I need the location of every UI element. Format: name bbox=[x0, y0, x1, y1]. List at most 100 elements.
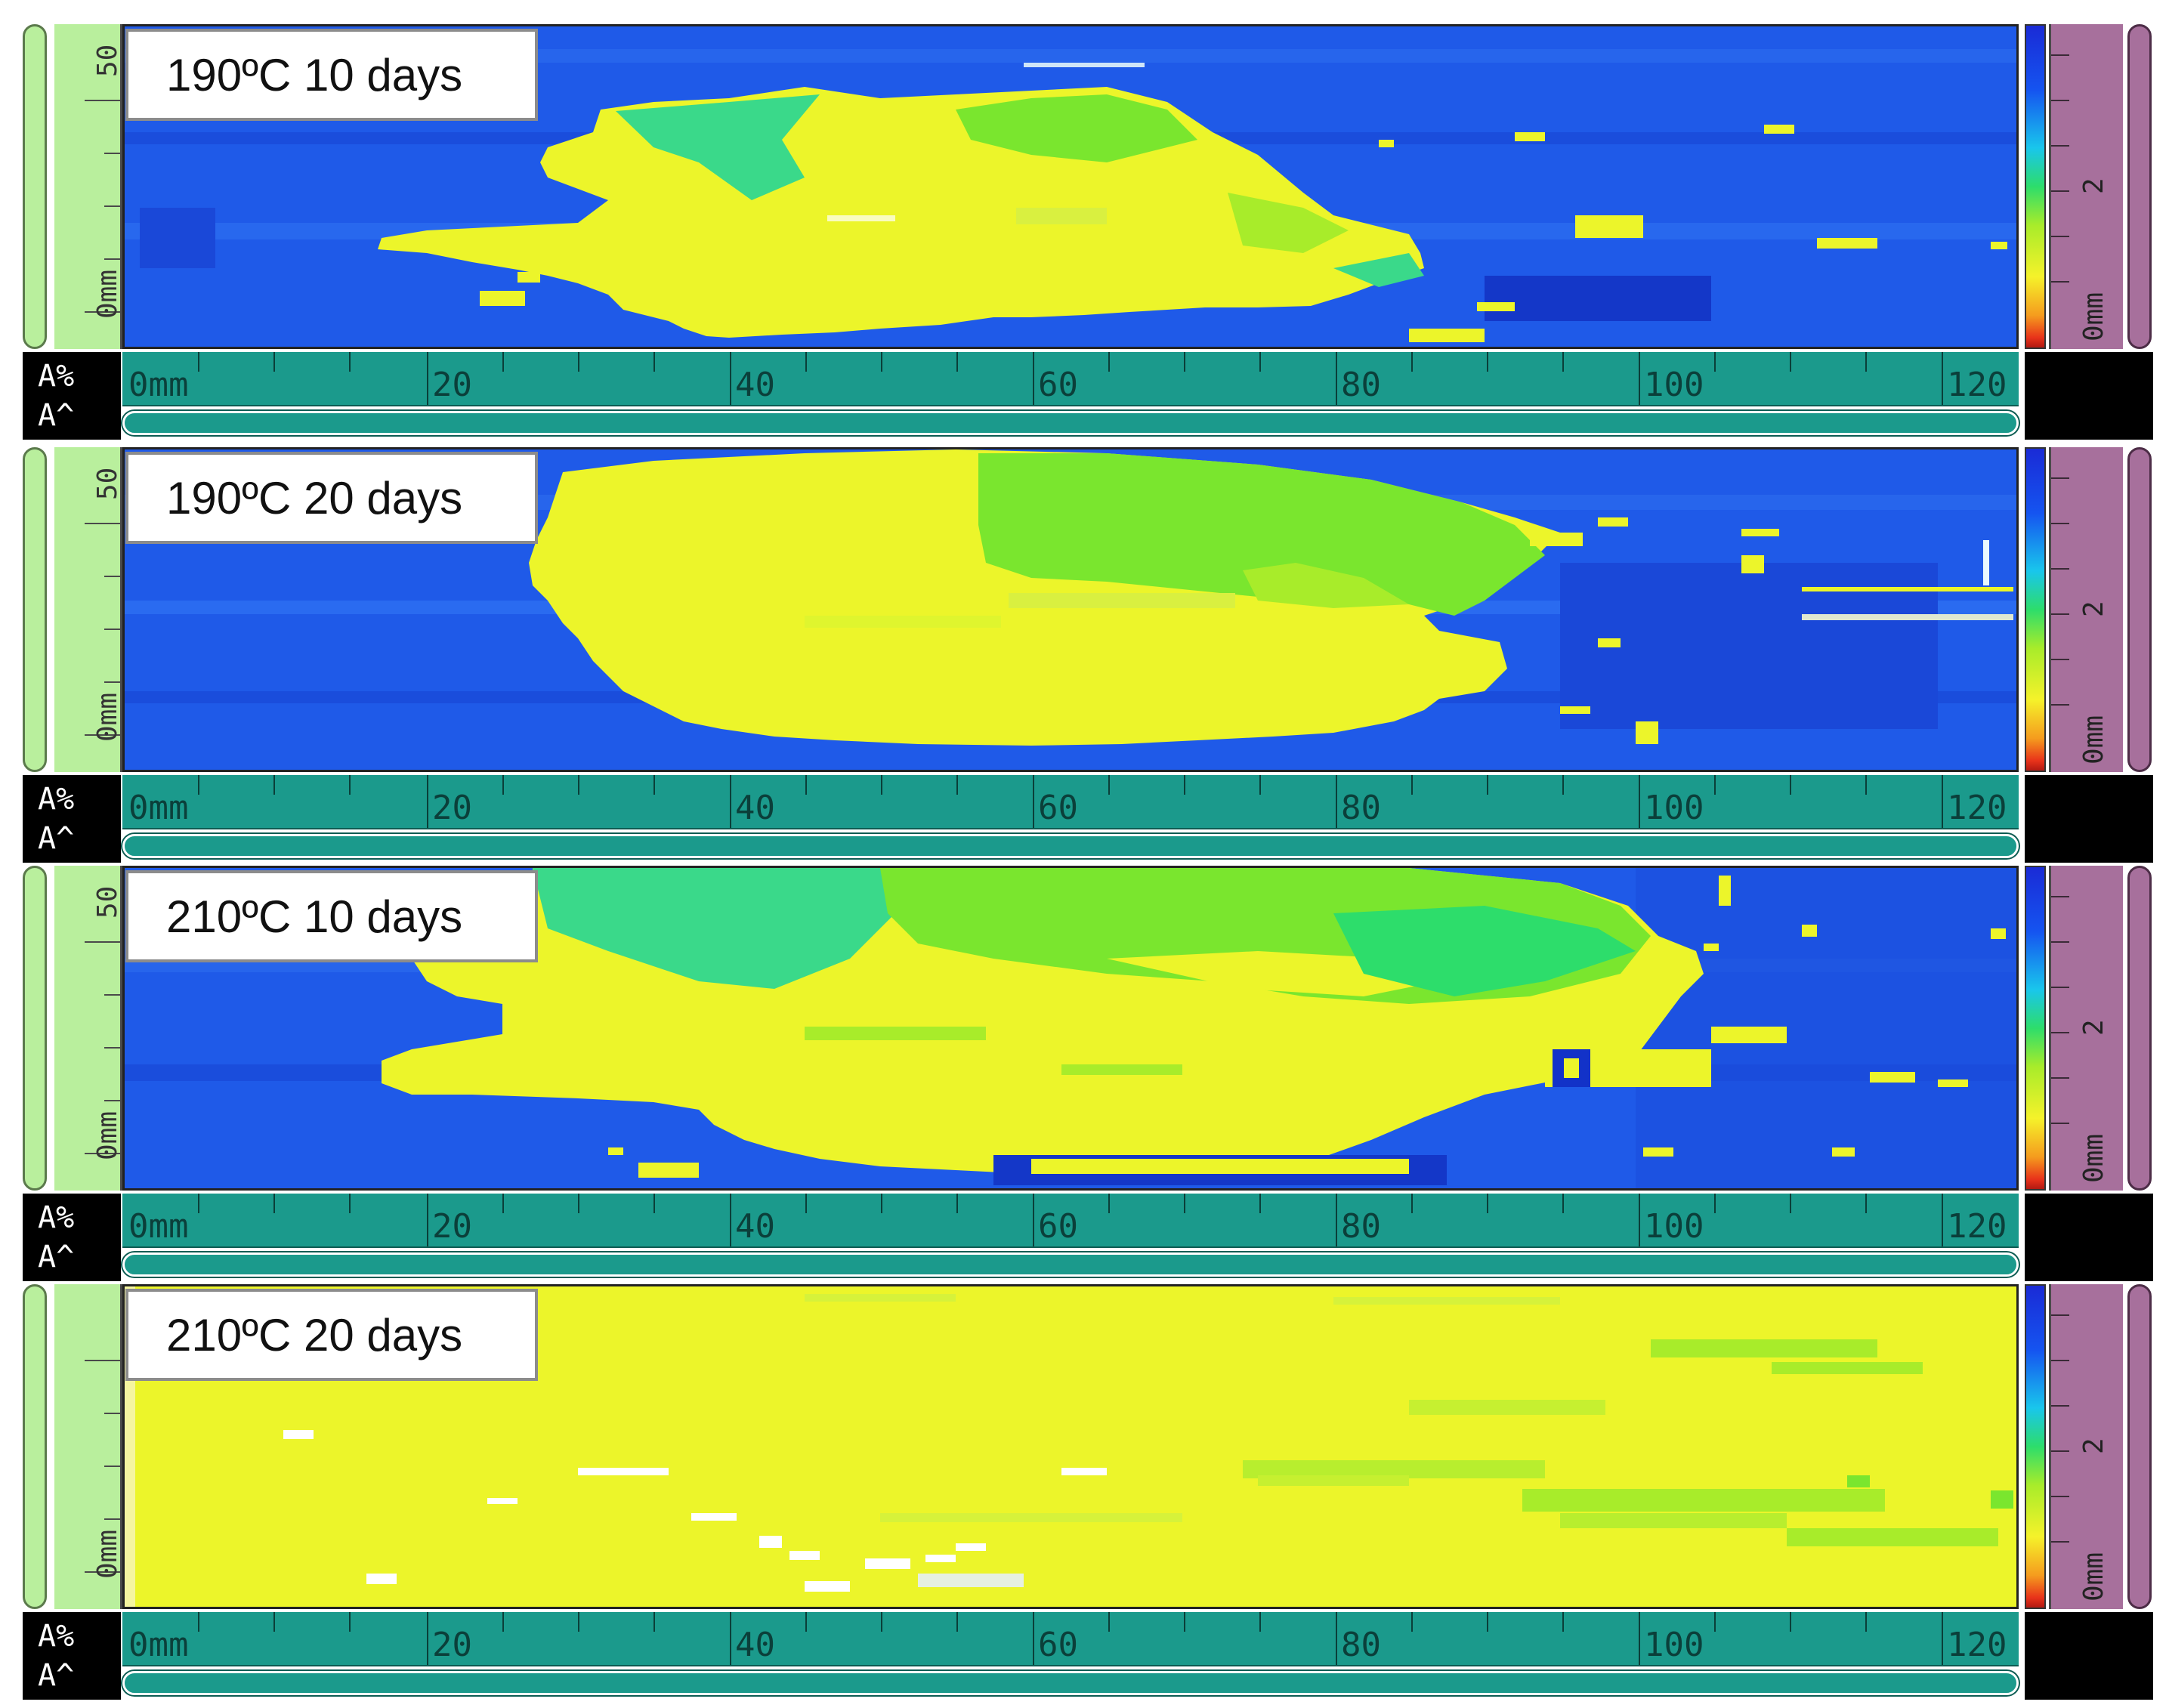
corner-block bbox=[2025, 352, 2153, 440]
vertical-scrollbar[interactable] bbox=[23, 1284, 47, 1609]
palette-tick bbox=[2051, 236, 2069, 237]
palette-label-bottom: 0mm bbox=[2078, 1133, 2109, 1183]
horizontal-scrollbar[interactable] bbox=[122, 1671, 2019, 1695]
x-tick bbox=[1259, 1194, 1261, 1213]
x-tick bbox=[198, 775, 199, 795]
x-label: 120 bbox=[1947, 1207, 2007, 1246]
x-label: 100 bbox=[1644, 789, 1704, 827]
x-tick bbox=[1865, 775, 1867, 795]
palette-tick bbox=[2051, 281, 2069, 283]
x-tick bbox=[653, 1194, 655, 1213]
y-tick bbox=[104, 1413, 122, 1414]
x-tick bbox=[502, 775, 504, 795]
palette-tick bbox=[2051, 1450, 2069, 1452]
y-axis-scale: 0mm bbox=[54, 1284, 123, 1609]
y-tick bbox=[104, 1100, 122, 1101]
x-tick bbox=[1487, 352, 1488, 372]
palette-label-mid: 2 bbox=[2078, 1438, 2109, 1454]
palette-tick bbox=[2051, 941, 2069, 943]
x-tick bbox=[1411, 1194, 1413, 1213]
x-label: 40 bbox=[735, 1626, 775, 1664]
panel-label: 190ºC 20 days bbox=[125, 452, 538, 544]
palette-scrollbar[interactable] bbox=[2127, 1284, 2152, 1609]
amplitude-mode[interactable]: A% A^ bbox=[23, 1612, 121, 1700]
y-axis-label-top: 50 bbox=[92, 885, 123, 919]
x-tick bbox=[881, 352, 882, 372]
amplitude-label-percent: A% bbox=[38, 782, 75, 817]
x-tick bbox=[349, 352, 351, 372]
y-axis-label-bottom: 0mm bbox=[92, 1529, 123, 1579]
x-tick bbox=[273, 1612, 275, 1632]
x-tick bbox=[730, 1194, 731, 1246]
palette-scale: 2 0mm bbox=[2049, 1284, 2123, 1609]
x-tick bbox=[881, 1612, 882, 1632]
horizontal-scrollbar[interactable] bbox=[122, 411, 2019, 435]
x-tick bbox=[1562, 1612, 1564, 1632]
x-label: 100 bbox=[1644, 1207, 1704, 1246]
x-label: 80 bbox=[1341, 1207, 1381, 1246]
x-tick bbox=[730, 1612, 731, 1665]
x-label: 80 bbox=[1341, 1626, 1381, 1664]
x-tick bbox=[1942, 775, 1943, 828]
x-tick bbox=[1639, 352, 1640, 405]
x-tick bbox=[1108, 352, 1110, 372]
x-label: 120 bbox=[1947, 1626, 2007, 1664]
vertical-scrollbar[interactable] bbox=[23, 24, 47, 349]
horizontal-scrollbar[interactable] bbox=[122, 834, 2019, 858]
x-tick bbox=[1033, 1612, 1034, 1665]
x-label: 20 bbox=[432, 1207, 472, 1246]
palette-tick bbox=[2051, 659, 2069, 660]
x-label: 0mm bbox=[128, 1207, 189, 1246]
color-palette bbox=[2025, 24, 2046, 349]
corner-block bbox=[2025, 1612, 2153, 1700]
color-palette bbox=[2025, 1284, 2046, 1609]
palette-scrollbar[interactable] bbox=[2127, 866, 2152, 1191]
y-tick bbox=[104, 994, 122, 996]
x-label: 60 bbox=[1038, 789, 1078, 827]
x-tick bbox=[427, 1612, 428, 1665]
x-tick bbox=[1639, 775, 1640, 828]
corner-block bbox=[2025, 1194, 2153, 1281]
x-tick bbox=[578, 1612, 579, 1632]
palette-tick bbox=[2051, 100, 2069, 101]
palette-tick bbox=[2051, 190, 2069, 192]
x-tick bbox=[653, 352, 655, 372]
y-axis-scale: 50 0mm bbox=[54, 24, 123, 349]
y-axis-scale: 50 0mm bbox=[54, 866, 123, 1191]
amplitude-label-peak: A^ bbox=[38, 1658, 75, 1693]
x-tick bbox=[1714, 352, 1716, 372]
palette-scrollbar[interactable] bbox=[2127, 24, 2152, 349]
x-tick bbox=[730, 775, 731, 828]
vertical-scrollbar[interactable] bbox=[23, 866, 47, 1191]
amplitude-mode[interactable]: A% A^ bbox=[23, 1194, 121, 1281]
x-label: 0mm bbox=[128, 366, 189, 404]
x-tick bbox=[1336, 1612, 1337, 1665]
x-label: 120 bbox=[1947, 366, 2007, 404]
amplitude-label-peak: A^ bbox=[38, 821, 75, 856]
x-tick bbox=[578, 775, 579, 795]
horizontal-scrollbar[interactable] bbox=[122, 1252, 2019, 1277]
x-tick bbox=[805, 1612, 807, 1632]
palette-scrollbar[interactable] bbox=[2127, 447, 2152, 772]
x-tick bbox=[1033, 775, 1034, 828]
x-axis-scale: 0mm 20 40 60 80 100 120 bbox=[122, 775, 2019, 829]
y-tick bbox=[85, 311, 122, 313]
color-palette bbox=[2025, 447, 2046, 772]
x-tick bbox=[1259, 352, 1261, 372]
x-tick bbox=[349, 775, 351, 795]
x-tick bbox=[502, 352, 504, 372]
palette-tick bbox=[2051, 987, 2069, 988]
amplitude-mode[interactable]: A% A^ bbox=[23, 775, 121, 863]
x-tick bbox=[1259, 775, 1261, 795]
amplitude-label-percent: A% bbox=[38, 1200, 75, 1235]
x-tick bbox=[1865, 1612, 1867, 1632]
y-axis-label-top: 50 bbox=[92, 467, 123, 500]
x-label: 80 bbox=[1341, 366, 1381, 404]
palette-tick bbox=[2051, 477, 2069, 479]
x-tick bbox=[1562, 775, 1564, 795]
amplitude-mode[interactable]: A% A^ bbox=[23, 352, 121, 440]
y-tick bbox=[104, 1518, 122, 1520]
vertical-scrollbar[interactable] bbox=[23, 447, 47, 772]
x-tick bbox=[1639, 1612, 1640, 1665]
cscan-panel-1: 50 0mm bbox=[0, 24, 2169, 349]
